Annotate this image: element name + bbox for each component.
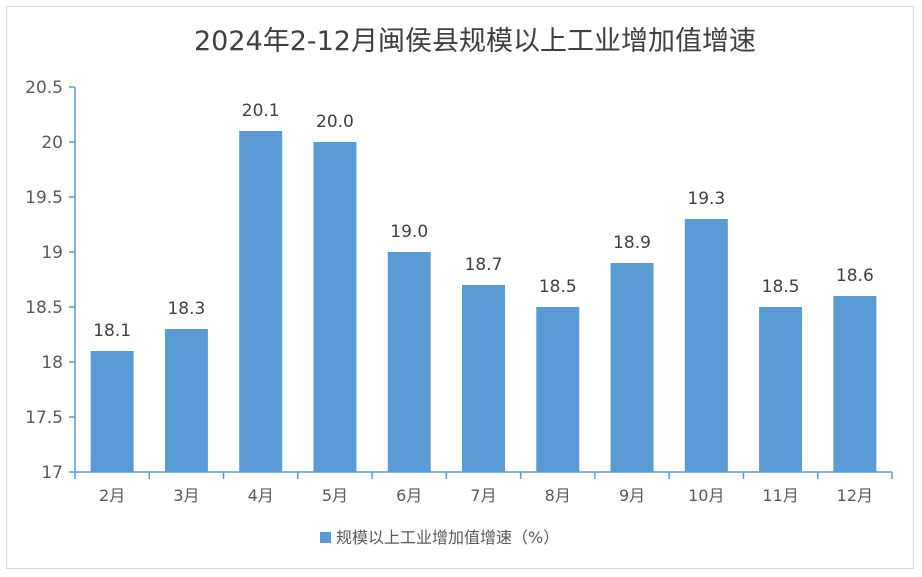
data-label: 20.1 (242, 101, 280, 121)
bar (833, 296, 877, 472)
x-tick-label: 11月 (762, 486, 798, 505)
x-tick-label: 6月 (396, 486, 422, 505)
data-label: 19.3 (687, 189, 725, 209)
bars (90, 131, 877, 472)
x-tick-label: 4月 (248, 486, 274, 505)
bar (164, 329, 208, 472)
bar (462, 285, 505, 472)
bar (610, 263, 654, 472)
data-label: 18.9 (613, 233, 651, 253)
data-label: 18.3 (167, 299, 205, 319)
bar (684, 219, 728, 472)
bar (90, 351, 134, 472)
x-tick-label: 9月 (619, 486, 645, 505)
bar (239, 131, 283, 472)
x-axis: 2月 3月 4月 5月 6月 7月 8月 9月 10月 11月 12月 (74, 471, 893, 505)
x-tick-label: 8月 (545, 486, 571, 505)
y-axis: 17 17.5 18 18.5 19 19.5 20 20.5 (25, 78, 76, 483)
legend-swatch (320, 532, 331, 543)
bar (536, 307, 580, 472)
data-label: 18.5 (762, 277, 800, 297)
y-tick-label: 17 (41, 463, 63, 483)
data-label: 18.7 (465, 255, 503, 275)
y-tick-label: 20 (41, 133, 63, 153)
y-tick-label: 19 (41, 243, 63, 263)
data-label: 19.0 (390, 222, 428, 242)
x-tick-label: 5月 (322, 486, 348, 505)
bar (313, 142, 357, 472)
legend-label: 规模以上工业增加值增速（%） (336, 528, 559, 547)
chart-title: 2024年2-12月闽侯县规模以上工业增加值增速 (194, 26, 756, 57)
data-labels: 18.1 18.3 20.1 20.0 19.0 18.7 18.5 18.9 19.3 18.5… (93, 101, 874, 341)
bar (759, 307, 803, 472)
x-tick-label: 2月 (99, 486, 125, 505)
chart-frame (6, 6, 914, 569)
data-label: 18.5 (539, 277, 577, 297)
legend: 规模以上工业增加值增速（%） (320, 528, 559, 547)
x-tick-label: 7月 (470, 486, 496, 505)
x-tick-label: 12月 (837, 486, 873, 505)
bar (387, 252, 431, 472)
y-tick-label: 18 (41, 353, 63, 373)
y-tick-label: 18.5 (25, 298, 63, 318)
x-tick-label: 3月 (173, 486, 199, 505)
data-label: 18.1 (93, 321, 131, 341)
y-tick-label: 19.5 (25, 188, 63, 208)
data-label: 20.0 (316, 112, 354, 132)
y-tick-label: 17.5 (25, 408, 63, 428)
data-label: 18.6 (836, 266, 874, 286)
y-tick-label: 20.5 (25, 78, 63, 98)
x-tick-label: 10月 (688, 486, 724, 505)
